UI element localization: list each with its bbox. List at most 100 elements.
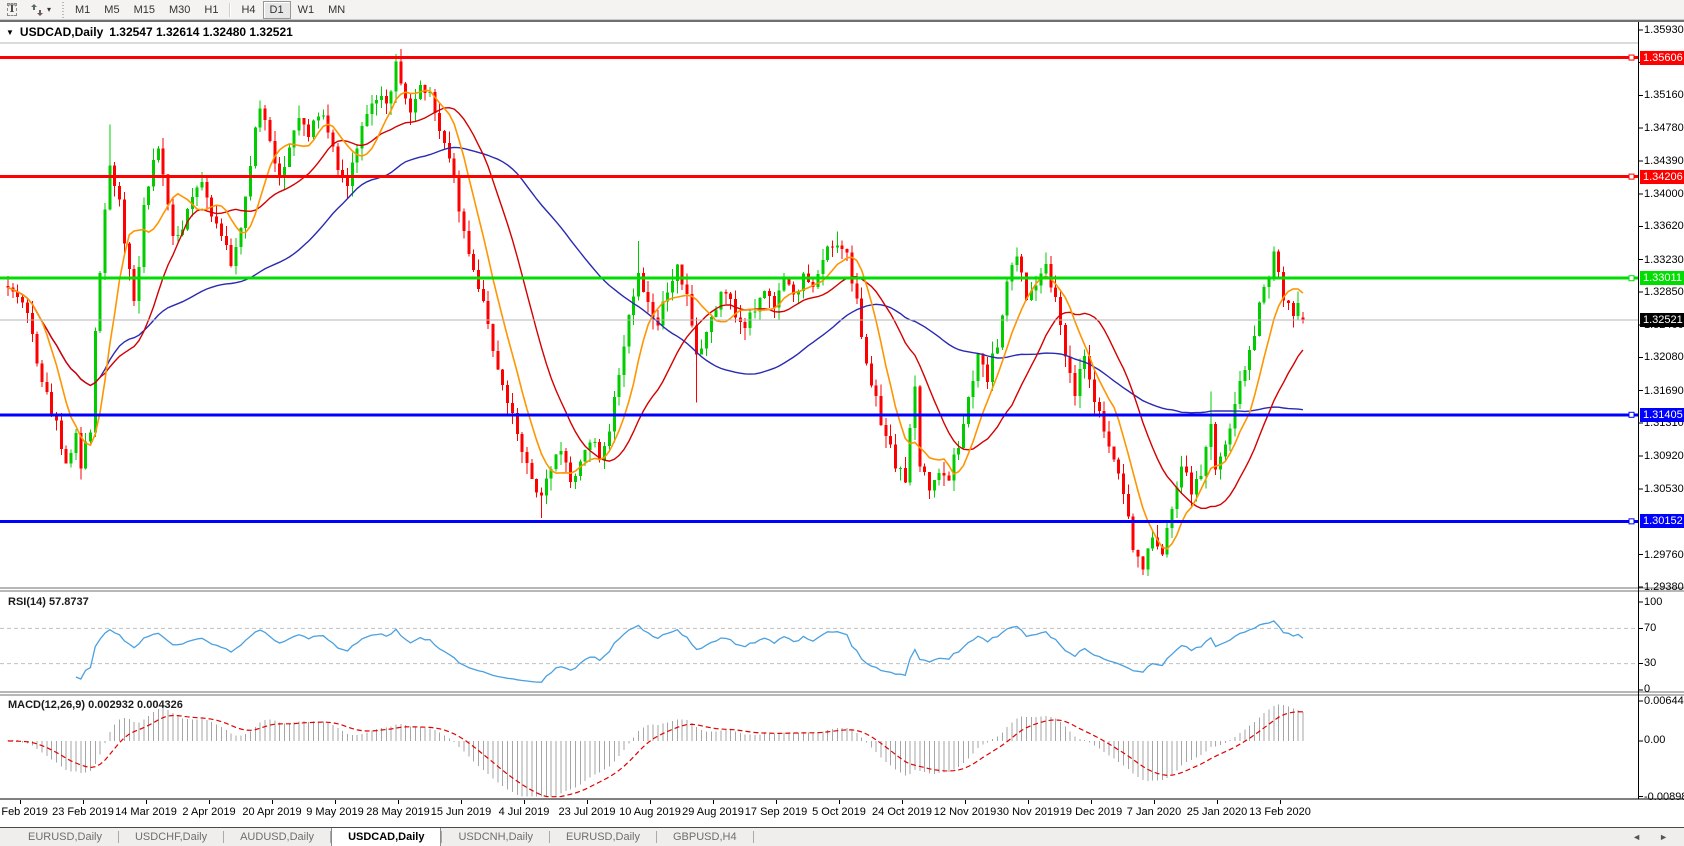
line-handle[interactable] xyxy=(1628,411,1635,418)
date-label: 25 Jan 2020 xyxy=(1186,806,1248,818)
tab-separator xyxy=(117,831,119,843)
date-tick xyxy=(146,800,147,804)
timeframe-button-M30[interactable]: M30 xyxy=(168,3,191,16)
price-tick-label: 1.29760 xyxy=(1644,548,1684,561)
date-label: 4 Jul 2019 xyxy=(498,806,550,818)
price-tick-label: 1.35930 xyxy=(1644,24,1684,36)
timeframe-button-M15[interactable]: M15 xyxy=(133,3,155,16)
price-tick-label: 1.30920 xyxy=(1644,450,1684,463)
rsi-name: RSI(14) xyxy=(8,596,46,608)
date-label: 5 Feb 2019 xyxy=(0,806,48,818)
date-tick xyxy=(20,800,21,804)
timeframe-button-M5[interactable]: M5 xyxy=(104,3,120,16)
rsi-axis-0: 0 xyxy=(1644,683,1651,695)
price-level-label: 1.34206 xyxy=(1640,169,1684,184)
tab-eurusd-daily[interactable]: EURUSD,Daily xyxy=(28,831,102,843)
arrange-arrows-icon xyxy=(31,3,43,16)
line-handle[interactable] xyxy=(1628,518,1635,525)
collapse-caret-icon[interactable]: ▼ xyxy=(6,27,14,37)
tab-scroll-left-icon[interactable]: ◄ xyxy=(1632,832,1642,842)
chart-symbol-label: USDCAD,Daily xyxy=(19,25,104,39)
macd-signal-line xyxy=(8,711,1303,798)
chart-tab-bar: EURUSD,Daily USDCHF,Daily AUDUSD,Daily USDC… xyxy=(0,827,1684,846)
tab-audusd-daily[interactable]: AUDUSD,Daily xyxy=(240,831,315,843)
date-label: 30 Nov 2019 xyxy=(996,806,1060,818)
date-label: 28 May 2019 xyxy=(366,806,430,818)
price-tick-label: 1.33620 xyxy=(1644,220,1684,233)
timeframe-button-MN[interactable]: MN xyxy=(328,3,346,16)
date-label: 19 Dec 2019 xyxy=(1059,806,1123,818)
text-label-tool-icon: T xyxy=(7,3,17,16)
tab-separator xyxy=(330,831,332,843)
date-label: 7 Jan 2020 xyxy=(1126,806,1182,818)
macd-histogram xyxy=(7,704,1304,797)
date-tick xyxy=(713,800,714,804)
tab-usdcnh-daily[interactable]: USDCNH,Daily xyxy=(458,831,534,843)
timeframe-button-H1[interactable]: H1 xyxy=(204,3,219,16)
tab-separator xyxy=(752,831,754,843)
timeframe-button-group: M1 M5 M15 M30 H1 H4 D1 W1 MN xyxy=(68,0,352,19)
date-label: 23 Jul 2019 xyxy=(558,806,616,818)
text-label-tool-button[interactable]: T xyxy=(0,1,24,19)
rsi-axis-30: 30 xyxy=(1644,657,1657,669)
moving-average-line xyxy=(7,89,1304,550)
date-tick xyxy=(272,800,273,804)
date-tick xyxy=(650,800,651,804)
macd-axis-top: 0.006448 xyxy=(1644,695,1684,707)
line-handle[interactable] xyxy=(1628,54,1635,61)
toolbar-grip xyxy=(60,1,66,18)
price-chart-canvas[interactable] xyxy=(0,20,1684,800)
moving-average-line xyxy=(7,106,1304,509)
chart-region: ▼ USDCAD,Daily 1.32547 1.32614 1.32480 1… xyxy=(0,20,1684,803)
timeframe-button-H4[interactable]: H4 xyxy=(241,3,256,16)
date-tick xyxy=(902,800,903,804)
timeframe-button-M1[interactable]: M1 xyxy=(75,3,91,16)
tab-eurusd-daily[interactable]: EURUSD,Daily xyxy=(566,831,640,843)
macd-values: 0.002932 0.004326 xyxy=(88,699,183,711)
line-handle[interactable] xyxy=(1628,173,1635,180)
price-level-label: 1.31405 xyxy=(1640,407,1684,422)
toolbar-separator xyxy=(229,2,231,17)
date-label: 20 Apr 2019 xyxy=(242,806,302,818)
price-level-label: 1.30152 xyxy=(1640,514,1684,529)
timeframe-button-D1[interactable]: D1 xyxy=(262,0,291,19)
date-tick xyxy=(209,800,210,804)
rsi-indicator-label: RSI(14) 57.8737 xyxy=(8,596,89,608)
arrange-charts-button[interactable]: ▾ xyxy=(24,1,57,19)
price-tick-label: 1.34780 xyxy=(1644,121,1684,134)
price-tick-label: 1.34000 xyxy=(1644,188,1684,201)
date-label: 29 Aug 2019 xyxy=(682,806,744,818)
date-label: 23 Feb 2019 xyxy=(52,806,114,818)
date-tick xyxy=(524,800,525,804)
date-tick xyxy=(587,800,588,804)
rsi-axis-100: 100 xyxy=(1644,596,1663,608)
date-tick xyxy=(776,800,777,804)
date-label: 5 Oct 2019 xyxy=(812,806,866,818)
price-tick-label: 1.31690 xyxy=(1644,384,1684,397)
date-label: 9 May 2019 xyxy=(306,806,364,818)
macd-axis-zero: 0.00 xyxy=(1644,734,1666,746)
tab-gbpusd-h4[interactable]: GBPUSD,H4 xyxy=(673,831,737,843)
line-handle[interactable] xyxy=(1628,275,1635,282)
tab-scroll-controls: ◄ ► xyxy=(1632,828,1684,846)
tab-usdcad-daily[interactable]: USDCAD,Daily xyxy=(331,828,442,846)
rsi-axis-70: 70 xyxy=(1644,622,1657,634)
chart-title: ▼ USDCAD,Daily 1.32547 1.32614 1.32480 1… xyxy=(6,25,293,39)
price-tick-label: 1.32080 xyxy=(1644,351,1684,364)
timeframe-button-W1[interactable]: W1 xyxy=(297,3,315,16)
date-tick xyxy=(965,800,966,804)
chart-ohlc-quotes: 1.32547 1.32614 1.32480 1.32521 xyxy=(109,25,293,39)
current-price-label: 1.32521 xyxy=(1640,312,1684,327)
macd-indicator-label: MACD(12,26,9) 0.002932 0.004326 xyxy=(8,699,183,711)
date-label: 17 Sep 2019 xyxy=(744,806,808,818)
tab-separator xyxy=(223,831,225,843)
candlesticks xyxy=(6,49,1305,577)
price-tick-label: 1.30530 xyxy=(1644,483,1684,496)
tab-usdchf-daily[interactable]: USDCHF,Daily xyxy=(134,831,208,843)
price-tick-label: 1.33230 xyxy=(1644,253,1684,266)
price-tick-label: 1.34390 xyxy=(1644,154,1684,167)
tab-scroll-right-icon[interactable]: ► xyxy=(1659,832,1668,842)
price-level-label: 1.35606 xyxy=(1640,50,1684,65)
